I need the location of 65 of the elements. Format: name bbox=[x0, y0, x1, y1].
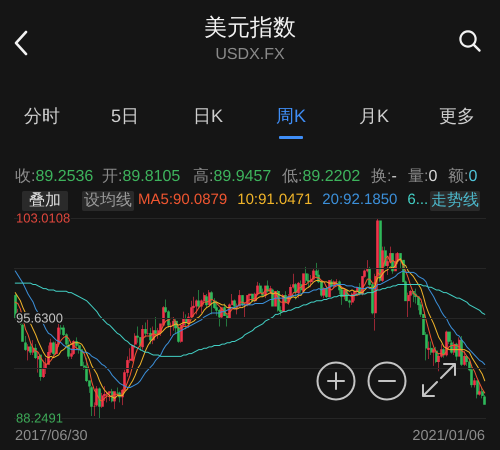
text: 走势线 bbox=[430, 191, 480, 211]
text: 量:0 bbox=[408, 168, 438, 185]
candlestick bbox=[305, 266, 308, 284]
text: 额:0 bbox=[448, 168, 478, 185]
candlestick bbox=[108, 391, 111, 402]
text: 开:89.8105 bbox=[102, 168, 180, 185]
text: 10:91.0471 bbox=[237, 191, 312, 208]
y-tick-label: 88.2491 bbox=[16, 410, 63, 426]
candlestick bbox=[185, 314, 188, 330]
candlestick bbox=[478, 383, 481, 396]
candlestick bbox=[325, 286, 328, 298]
text: 日K bbox=[192, 106, 224, 127]
candlestick bbox=[60, 324, 63, 335]
candlestick bbox=[98, 387, 101, 418]
text: 分时 bbox=[24, 106, 60, 127]
candlestick bbox=[427, 341, 430, 360]
candlestick bbox=[146, 319, 149, 335]
candlestick bbox=[476, 380, 479, 399]
text: 周K bbox=[276, 106, 306, 127]
candlestick bbox=[294, 282, 297, 300]
candlestick bbox=[27, 344, 30, 361]
text: 5日 bbox=[110, 106, 140, 127]
candlestick bbox=[192, 296, 195, 318]
y-tick-label: 103.0108 bbox=[16, 210, 70, 226]
candlestick bbox=[29, 341, 32, 356]
candlestick bbox=[233, 299, 236, 308]
candlestick bbox=[210, 291, 213, 315]
candlestick bbox=[379, 220, 382, 282]
line-series bbox=[14, 270, 486, 388]
text: MA5:90.0879 bbox=[138, 191, 228, 208]
text: 2017/06/30 bbox=[15, 428, 88, 445]
candlestick bbox=[463, 350, 466, 366]
y-tick-label: 95.6300 bbox=[16, 310, 63, 326]
candlestick bbox=[259, 282, 262, 294]
candlestick bbox=[14, 294, 17, 320]
text: 叠加 bbox=[22, 191, 68, 211]
text: 高:89.9457 bbox=[193, 168, 272, 185]
text: 收:89.2536 bbox=[15, 168, 94, 185]
text: 月K bbox=[358, 106, 390, 127]
text: 换:- bbox=[371, 168, 397, 185]
candlestick bbox=[144, 322, 147, 338]
candlestick bbox=[353, 291, 356, 302]
candlestick bbox=[407, 292, 410, 318]
candlestick bbox=[42, 360, 45, 378]
text: 20:92.1850 bbox=[322, 191, 398, 208]
candlestick bbox=[195, 299, 198, 315]
candlestick bbox=[39, 354, 42, 382]
text: 设均线 bbox=[82, 191, 134, 211]
line-series bbox=[14, 282, 486, 357]
candlestick bbox=[37, 350, 40, 373]
chart-subtitle: USDX.FX bbox=[215, 46, 285, 64]
candlestick bbox=[473, 378, 476, 388]
candlestick bbox=[430, 341, 433, 356]
text: 2021/01/06 bbox=[412, 428, 485, 445]
text: 6... bbox=[407, 191, 428, 208]
chart-title: 美元指数 bbox=[204, 14, 296, 40]
candlestick bbox=[335, 278, 338, 285]
candlestick bbox=[432, 348, 435, 366]
candlestick bbox=[460, 336, 463, 366]
candlestick bbox=[154, 316, 157, 336]
text: 更多 bbox=[439, 106, 475, 127]
candlestick bbox=[52, 341, 55, 357]
text: 低:89.2202 bbox=[282, 168, 360, 185]
candlestick bbox=[197, 290, 200, 308]
candlestick bbox=[248, 294, 252, 304]
